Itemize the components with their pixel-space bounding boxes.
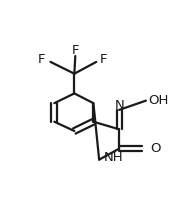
Text: F: F xyxy=(100,53,107,66)
Text: NH: NH xyxy=(104,151,124,164)
Text: O: O xyxy=(150,142,161,155)
Text: OH: OH xyxy=(148,94,169,107)
Text: N: N xyxy=(114,99,124,113)
Text: F: F xyxy=(38,53,46,66)
Text: F: F xyxy=(72,44,79,57)
